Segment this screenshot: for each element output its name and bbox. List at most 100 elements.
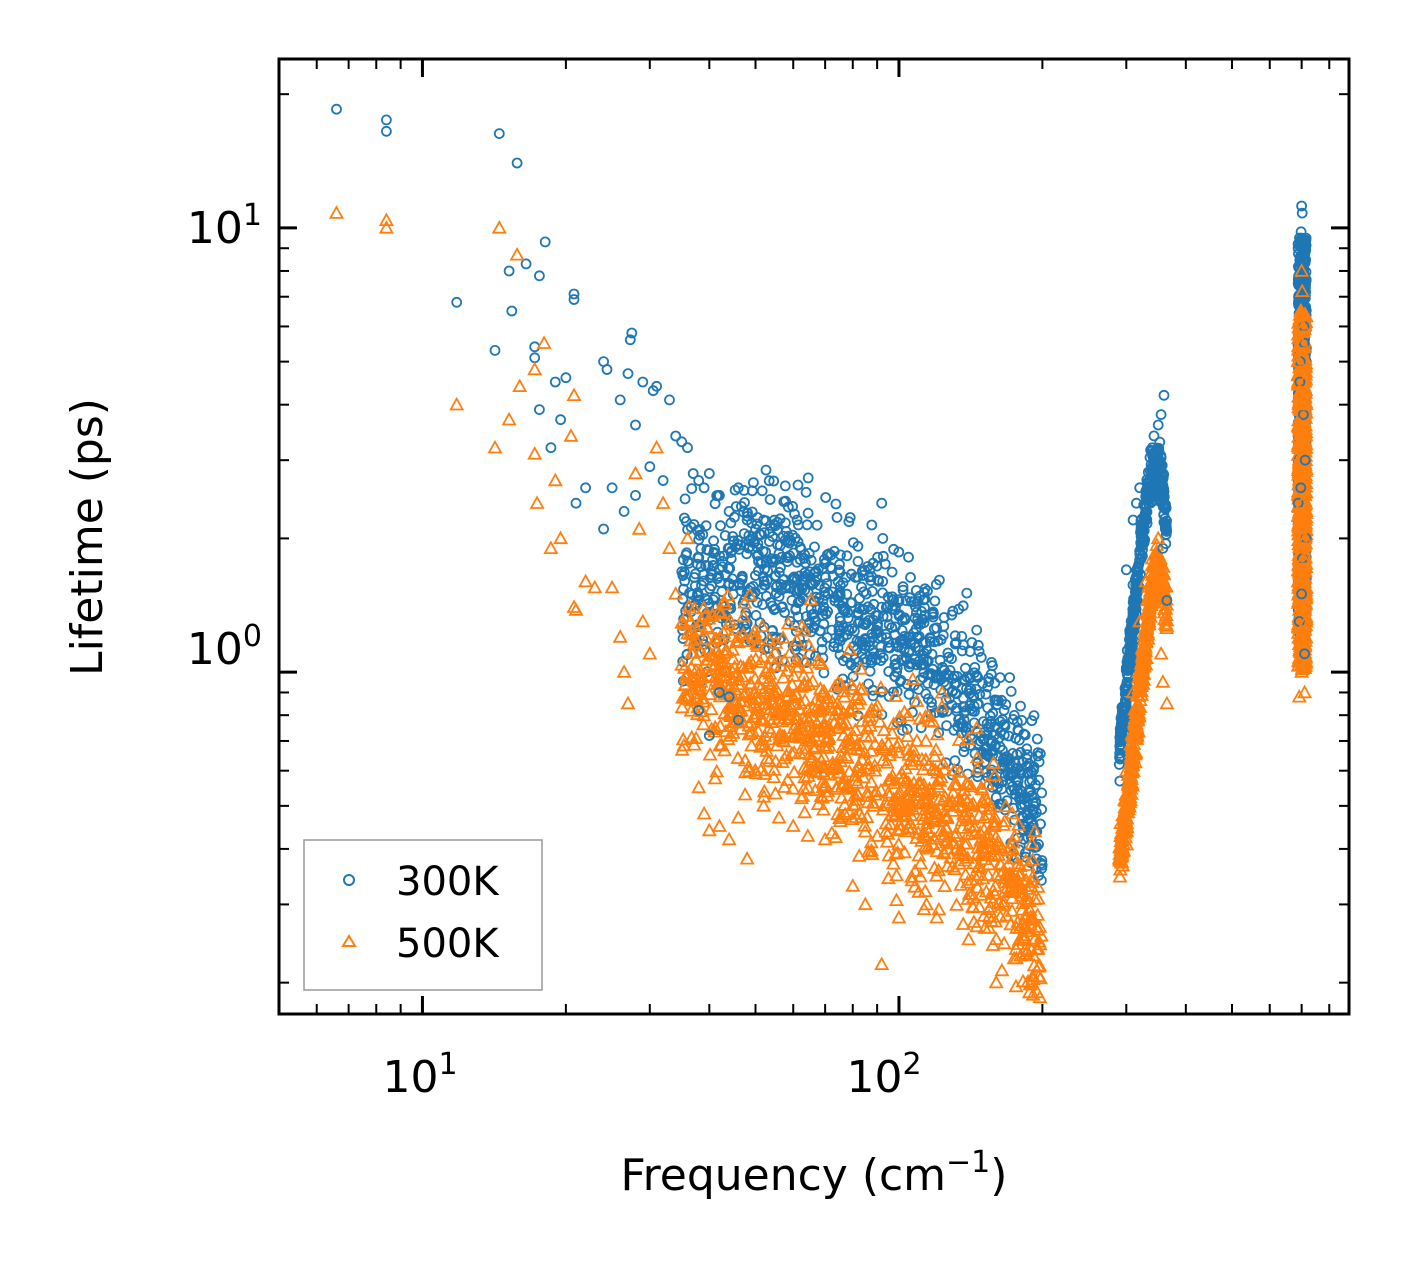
- dense-point-500k: [780, 615, 796, 630]
- dense-point-500k: [852, 736, 868, 750]
- dense-point-300k: [742, 507, 753, 519]
- data-point-500k: [604, 579, 620, 594]
- dense-point-300k: [917, 672, 929, 683]
- data-point-500k: [730, 809, 746, 824]
- dense-point-300k: [1131, 573, 1143, 585]
- dense-point-300k: [845, 597, 857, 609]
- dense-point-300k: [790, 604, 802, 616]
- dense-point-500k: [1025, 852, 1041, 866]
- data-point-500k: [1295, 318, 1311, 333]
- y-tick-exponent: 1: [243, 198, 262, 233]
- dense-point-500k: [886, 808, 902, 823]
- dense-point-300k: [922, 655, 934, 667]
- dense-point-300k: [889, 659, 901, 671]
- data-point-500k: [771, 809, 787, 824]
- dense-point-500k: [796, 652, 813, 667]
- dense-point-500k: [766, 769, 782, 783]
- dense-point-300k: [832, 576, 844, 587]
- dense-point-500k: [1025, 968, 1041, 982]
- dense-point-500k: [1011, 877, 1027, 891]
- dense-point-500k: [1154, 562, 1170, 577]
- dense-point-500k: [892, 784, 908, 798]
- dense-point-500k: [711, 604, 727, 618]
- data-point-500k: [578, 573, 594, 588]
- dense-point-500k: [1292, 348, 1308, 363]
- dense-point-500k: [977, 851, 993, 866]
- dense-point-300k: [800, 611, 812, 622]
- dense-point-500k: [1140, 631, 1156, 645]
- data-point-300k: [1127, 514, 1139, 526]
- dense-point-500k: [1112, 868, 1128, 883]
- dense-point-300k: [833, 597, 845, 609]
- dense-point-500k: [932, 791, 948, 805]
- dense-point-300k: [1036, 804, 1047, 815]
- dense-point-300k: [789, 532, 801, 544]
- dense-point-500k: [837, 797, 853, 811]
- data-point-500k: [739, 850, 755, 865]
- dense-point-500k: [676, 616, 692, 631]
- dense-point-500k: [757, 728, 773, 742]
- data-point-500k: [1159, 695, 1175, 710]
- dense-point-300k: [1126, 629, 1138, 641]
- dense-point-300k: [784, 550, 795, 562]
- dense-point-300k: [1157, 501, 1169, 513]
- dense-point-300k: [935, 684, 947, 696]
- dense-point-300k: [786, 595, 798, 606]
- dense-point-300k: [1001, 795, 1013, 807]
- dense-point-300k: [1148, 452, 1159, 464]
- dense-point-500k: [830, 675, 846, 689]
- dense-point-500k: [674, 657, 690, 671]
- dense-point-500k: [973, 887, 989, 901]
- dense-point-300k: [705, 565, 717, 577]
- dense-point-300k: [688, 519, 700, 530]
- data-point-500k: [631, 521, 647, 535]
- dense-point-300k: [729, 511, 740, 523]
- dense-point-300k: [899, 612, 910, 624]
- dense-point-500k: [863, 842, 880, 857]
- data-point-500k: [691, 779, 707, 794]
- dense-point-500k: [840, 736, 856, 750]
- dense-point-500k: [1296, 626, 1312, 640]
- data-point-500k: [874, 956, 890, 970]
- dense-point-500k: [746, 694, 762, 709]
- dense-point-300k: [852, 556, 864, 567]
- dense-point-300k: [897, 634, 908, 646]
- dense-point-500k: [1128, 716, 1144, 731]
- dense-point-500k: [702, 746, 718, 761]
- dense-point-300k: [858, 643, 870, 655]
- dense-point-300k: [862, 601, 874, 613]
- dense-point-300k: [941, 720, 952, 731]
- dense-point-300k: [998, 704, 1010, 716]
- dense-point-500k: [879, 755, 895, 769]
- dense-point-500k: [824, 761, 840, 776]
- x-axis-label: Frequency (cm−1): [621, 1145, 1008, 1201]
- dense-point-500k: [974, 781, 990, 796]
- dense-point-300k: [1152, 483, 1164, 495]
- dense-point-300k: [1032, 750, 1044, 762]
- dense-point-500k: [800, 780, 816, 794]
- dense-point-500k: [774, 698, 790, 712]
- dense-point-300k: [891, 686, 903, 697]
- dense-point-500k: [779, 690, 795, 704]
- dense-point-500k: [834, 789, 850, 804]
- dense-point-500k: [701, 610, 717, 625]
- dense-point-500k: [866, 798, 882, 812]
- dense-point-500k: [733, 658, 749, 672]
- dense-point-500k: [767, 785, 783, 800]
- dense-point-300k: [799, 549, 811, 561]
- dense-point-500k: [814, 790, 831, 804]
- y-tick-label-10: 101: [187, 198, 262, 254]
- data-point-300k: [1113, 759, 1125, 770]
- dense-point-500k: [881, 847, 897, 862]
- dense-point-300k: [1120, 664, 1132, 676]
- dense-point-300k: [1026, 715, 1038, 727]
- dense-point-500k: [918, 752, 934, 766]
- data-point-300k: [732, 482, 744, 494]
- data-point-500k: [1294, 495, 1311, 509]
- data-point-300k: [1152, 419, 1164, 431]
- dense-point-500k: [756, 766, 773, 780]
- dense-point-500k: [839, 750, 855, 764]
- dense-point-500k: [781, 707, 797, 721]
- data-point-500k: [1111, 850, 1127, 865]
- dense-point-300k: [866, 519, 878, 531]
